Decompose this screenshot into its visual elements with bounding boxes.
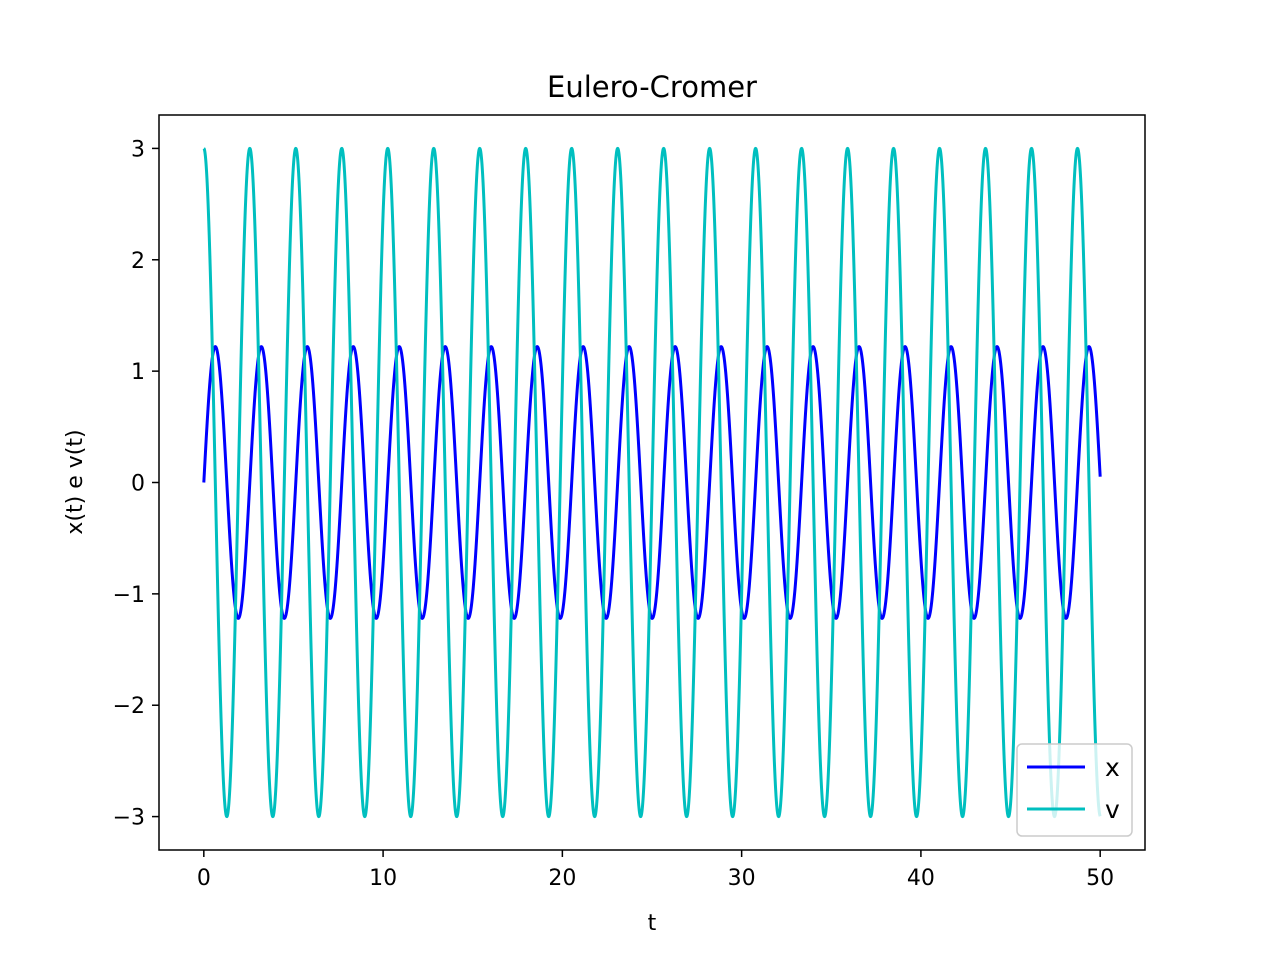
- series-line-v: [202, 146, 1102, 819]
- y-tick-label: 0: [131, 472, 145, 497]
- x-tick-label: 0: [197, 866, 211, 891]
- x-tick-label: 50: [1086, 866, 1114, 891]
- x-tick-label: 40: [907, 866, 935, 891]
- x-axis: 0 10 20 30 40 50: [197, 850, 1114, 891]
- chart-title: Eulero-Cromer: [547, 70, 757, 104]
- y-axis-label: x(t) e v(t): [63, 429, 88, 534]
- y-tick-label: 3: [131, 137, 145, 162]
- x-tick-label: 10: [369, 866, 397, 891]
- y-tick-label: 2: [131, 249, 145, 274]
- y-axis: 3 2 1 0 −1 −2 −3: [113, 137, 159, 831]
- y-tick-label: −2: [113, 694, 145, 719]
- legend-label-v: v: [1105, 795, 1120, 824]
- y-tick-label: 1: [131, 360, 145, 385]
- y-tick-label: −1: [113, 583, 145, 608]
- series-layer: [202, 146, 1102, 819]
- legend-label-x: x: [1105, 753, 1120, 782]
- x-axis-label: t: [648, 911, 657, 936]
- x-tick-label: 20: [548, 866, 576, 891]
- x-tick-label: 30: [728, 866, 756, 891]
- series-line-x: [202, 345, 1102, 620]
- legend: x v: [1016, 743, 1133, 837]
- y-tick-label: −3: [113, 806, 145, 831]
